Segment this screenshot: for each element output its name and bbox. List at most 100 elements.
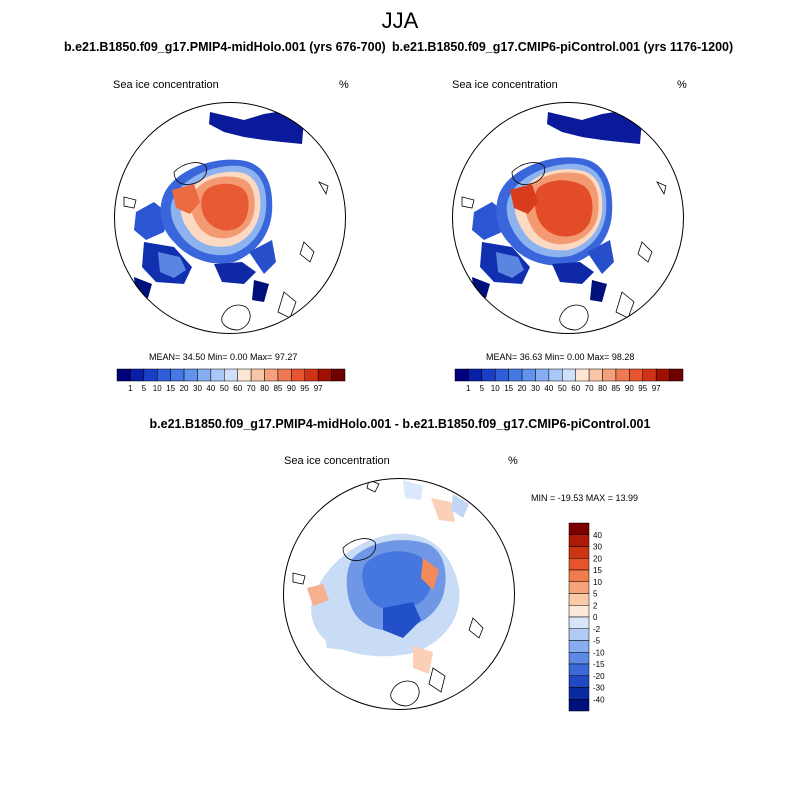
colorbar-tick-label: -2: [593, 625, 601, 634]
panel-left-stats: MEAN= 34.50 Min= 0.00 Max= 97.27: [149, 352, 298, 362]
colorbar-tick-label: 50: [558, 384, 567, 393]
colorbar-swatch: [568, 593, 590, 606]
colorbar-tick-label: 50: [220, 384, 229, 393]
colorbar-swatch: [568, 534, 590, 547]
colorbar-tick-label: 30: [593, 543, 602, 552]
colorbar-tick-label: 20: [593, 554, 602, 563]
map-difference: [283, 478, 515, 710]
colorbar-swatch: [568, 605, 590, 618]
colorbar-swatch: [588, 368, 603, 382]
colorbar-swatch: [291, 368, 306, 382]
colorbar-tick-label: 0: [593, 613, 598, 622]
colorbar-swatch: [304, 368, 319, 382]
figure-title: JJA: [381, 8, 419, 33]
colorbar-swatch: [575, 368, 590, 382]
colorbar-swatch: [317, 368, 332, 382]
difference-stats: MIN = -19.53 MAX = 13.99: [531, 493, 639, 503]
colorbar-tick-label: -20: [593, 672, 605, 681]
panel-right-units-label: %: [677, 79, 687, 91]
colorbar-swatch: [237, 368, 252, 382]
colorbar-right: 1 5 10 15 20 30 40 50 60 70 80 85 90 95 97: [454, 368, 684, 393]
colorbar-swatch: [143, 368, 158, 382]
colorbar-tick-label: -5: [593, 637, 601, 646]
colorbar-tick-label: 10: [153, 384, 162, 393]
colorbar-swatch: [568, 687, 590, 700]
colorbar-tick-label: 60: [233, 384, 242, 393]
colorbar-tick-label: 15: [504, 384, 513, 393]
colorbar-tick-label: 2: [593, 601, 598, 610]
colorbar-tick-label: 20: [518, 384, 527, 393]
colorbar-tick-label: 40: [593, 531, 602, 540]
colorbar-swatch: [521, 368, 536, 382]
colorbar-tick-label: 1: [466, 384, 471, 393]
map-left-midholo: [114, 102, 346, 334]
colorbar-tick-label: 15: [593, 566, 602, 575]
colorbar-swatch: [568, 581, 590, 594]
colorbar-swatch: [548, 368, 563, 382]
colorbar-swatch: [669, 368, 684, 382]
colorbar-swatch: [562, 368, 576, 382]
difference-units-label: %: [508, 455, 518, 467]
colorbar-swatch: [568, 558, 590, 571]
colorbar-tick-label: 70: [247, 384, 256, 393]
colorbar-swatch: [210, 368, 225, 382]
colorbar-left: 1 5 10 15 20 30 40 50 60 70 80 85 90 95 97: [116, 368, 346, 393]
panel-left-variable-label: Sea ice concentration: [113, 79, 219, 91]
colorbar-swatch: [331, 368, 346, 382]
colorbar-tick-label: 40: [206, 384, 215, 393]
colorbar-swatch: [116, 368, 131, 382]
colorbar-tick-label: 70: [585, 384, 594, 393]
colorbar-tick-label: 10: [491, 384, 500, 393]
colorbar-swatch: [642, 368, 657, 382]
colorbar-tick-label: -10: [593, 648, 605, 657]
colorbar-tick-label: 95: [300, 384, 309, 393]
colorbar-tick-label: 20: [180, 384, 189, 393]
colorbar-swatch: [197, 368, 212, 382]
colorbar-swatch: [170, 368, 185, 382]
colorbar-swatch: [629, 368, 644, 382]
colorbar-tick-label: 80: [260, 384, 269, 393]
colorbar-swatch: [568, 675, 590, 688]
colorbar-tick-label: 60: [571, 384, 580, 393]
colorbar-swatch: [508, 368, 523, 382]
colorbar-tick-label: 90: [625, 384, 634, 393]
colorbar-swatch: [568, 616, 590, 629]
colorbar-tick-label: 1: [128, 384, 133, 393]
panel-left-units-label: %: [339, 79, 349, 91]
colorbar-swatch: [535, 368, 550, 382]
colorbar-swatch: [156, 368, 171, 382]
colorbar-tick-label: 30: [531, 384, 540, 393]
colorbar-swatch: [568, 522, 590, 535]
colorbar-tick-label: 97: [314, 384, 323, 393]
colorbar-tick-label: -40: [593, 695, 605, 704]
colorbar-swatch: [568, 640, 590, 653]
colorbar-swatch: [568, 652, 590, 665]
map-right-picontrol: [452, 102, 684, 334]
colorbar-tick-label: 40: [544, 384, 553, 393]
colorbar-tick-label: 30: [193, 384, 202, 393]
colorbar-swatch: [264, 368, 279, 382]
colorbar-swatch: [602, 368, 617, 382]
colorbar-swatch: [568, 628, 590, 641]
colorbar-tick-label: 80: [598, 384, 607, 393]
colorbar-swatch: [481, 368, 496, 382]
colorbar-tick-label: -30: [593, 684, 605, 693]
colorbar-swatch: [615, 368, 630, 382]
panel-left-title: b.e21.B1850.f09_g17.PMIP4-midHolo.001 (y…: [64, 40, 386, 54]
difference-variable-label: Sea ice concentration: [284, 455, 390, 467]
colorbar-tick-label: 85: [273, 384, 282, 393]
colorbar-swatch: [277, 368, 292, 382]
colorbar-swatch: [494, 368, 509, 382]
difference-panel-title: b.e21.B1850.f09_g17.PMIP4-midHolo.001 - …: [149, 417, 651, 431]
colorbar-tick-label: 10: [593, 578, 602, 587]
panel-right-stats: MEAN= 36.63 Min= 0.00 Max= 98.28: [486, 352, 635, 362]
colorbar-swatch: [568, 546, 590, 559]
colorbar-swatch: [468, 368, 483, 382]
colorbar-tick-label: 97: [652, 384, 661, 393]
panel-right-variable-label: Sea ice concentration: [452, 79, 558, 91]
colorbar-swatch: [224, 368, 238, 382]
colorbar-swatch: [250, 368, 265, 382]
colorbar-swatch: [568, 699, 590, 712]
colorbar-tick-label: 95: [638, 384, 647, 393]
